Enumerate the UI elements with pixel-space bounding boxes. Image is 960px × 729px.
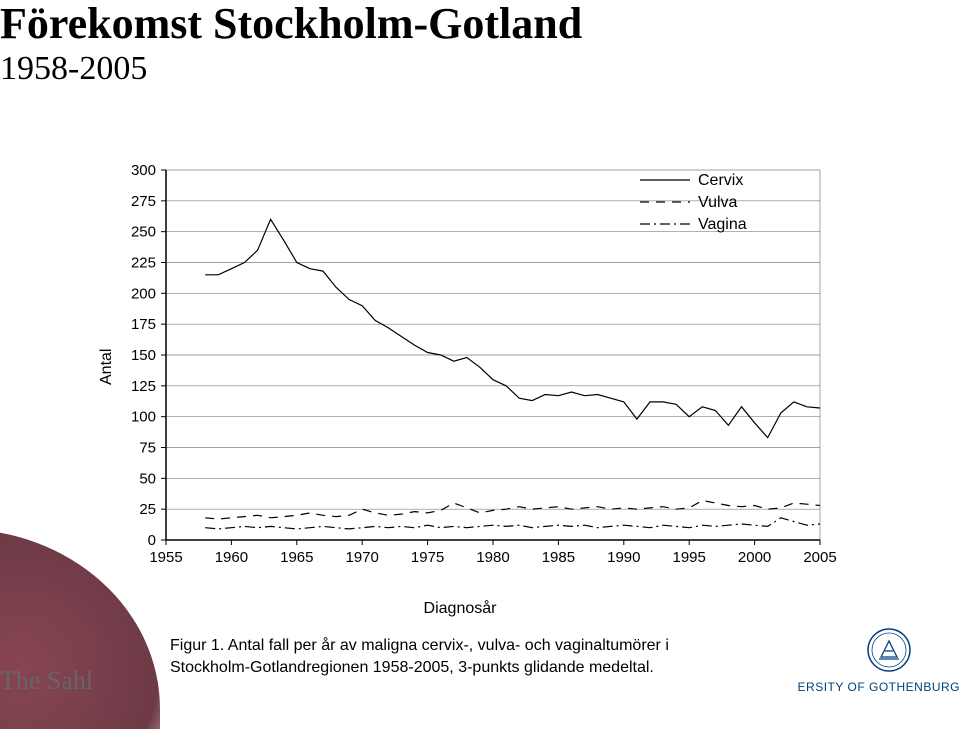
chart-container: Antal 0 25 50 75 100 125 150 175 200 225 250 275 300… <box>80 160 840 590</box>
series-vulva <box>205 501 820 520</box>
footer-right-fragment: ERSITY OF GOTHENBURG <box>798 680 960 694</box>
svg-text:1965: 1965 <box>280 549 313 566</box>
legend-label-vulva: Vulva <box>698 194 738 211</box>
svg-text:75: 75 <box>139 440 156 457</box>
line-chart: 0 25 50 75 100 125 150 175 200 225 250 275 300 1955 19… <box>80 160 840 590</box>
svg-text:275: 275 <box>131 193 156 210</box>
legend-label-cervix: Cervix <box>698 172 743 189</box>
figure-caption: Figur 1. Antal fall per år av maligna ce… <box>170 635 870 678</box>
svg-text:1995: 1995 <box>673 549 706 566</box>
svg-text:1960: 1960 <box>215 549 248 566</box>
svg-text:300: 300 <box>131 162 156 179</box>
page-subtitle: 1958-2005 <box>0 50 147 88</box>
x-axis-label: Diagnosår <box>80 600 840 618</box>
svg-text:1990: 1990 <box>607 549 640 566</box>
svg-text:150: 150 <box>131 347 156 364</box>
svg-text:250: 250 <box>131 224 156 241</box>
gothenburg-logo-icon <box>866 627 912 673</box>
caption-line1: Figur 1. Antal fall per år av maligna ce… <box>170 637 669 654</box>
y-axis-label: Antal <box>98 349 116 385</box>
svg-text:1985: 1985 <box>542 549 575 566</box>
svg-text:2000: 2000 <box>738 549 771 566</box>
svg-text:1980: 1980 <box>476 549 509 566</box>
legend-label-vagina: Vagina <box>698 216 747 233</box>
page-title: Förekomst Stockholm-Gotland <box>0 0 582 48</box>
svg-text:50: 50 <box>139 470 156 487</box>
footer-left-fragment: The Sahl <box>0 666 93 696</box>
svg-text:1970: 1970 <box>346 549 379 566</box>
caption-line2: Stockholm-Gotlandregionen 1958-2005, 3-p… <box>170 659 654 676</box>
svg-text:1955: 1955 <box>149 549 182 566</box>
svg-text:0: 0 <box>148 532 156 549</box>
svg-text:100: 100 <box>131 409 156 426</box>
svg-text:175: 175 <box>131 316 156 333</box>
svg-text:200: 200 <box>131 285 156 302</box>
series-vagina <box>205 518 820 529</box>
svg-text:225: 225 <box>131 255 156 272</box>
svg-text:25: 25 <box>139 501 156 518</box>
series-cervix <box>205 219 820 437</box>
svg-text:2005: 2005 <box>803 549 836 566</box>
svg-text:125: 125 <box>131 378 156 395</box>
svg-text:1975: 1975 <box>411 549 444 566</box>
